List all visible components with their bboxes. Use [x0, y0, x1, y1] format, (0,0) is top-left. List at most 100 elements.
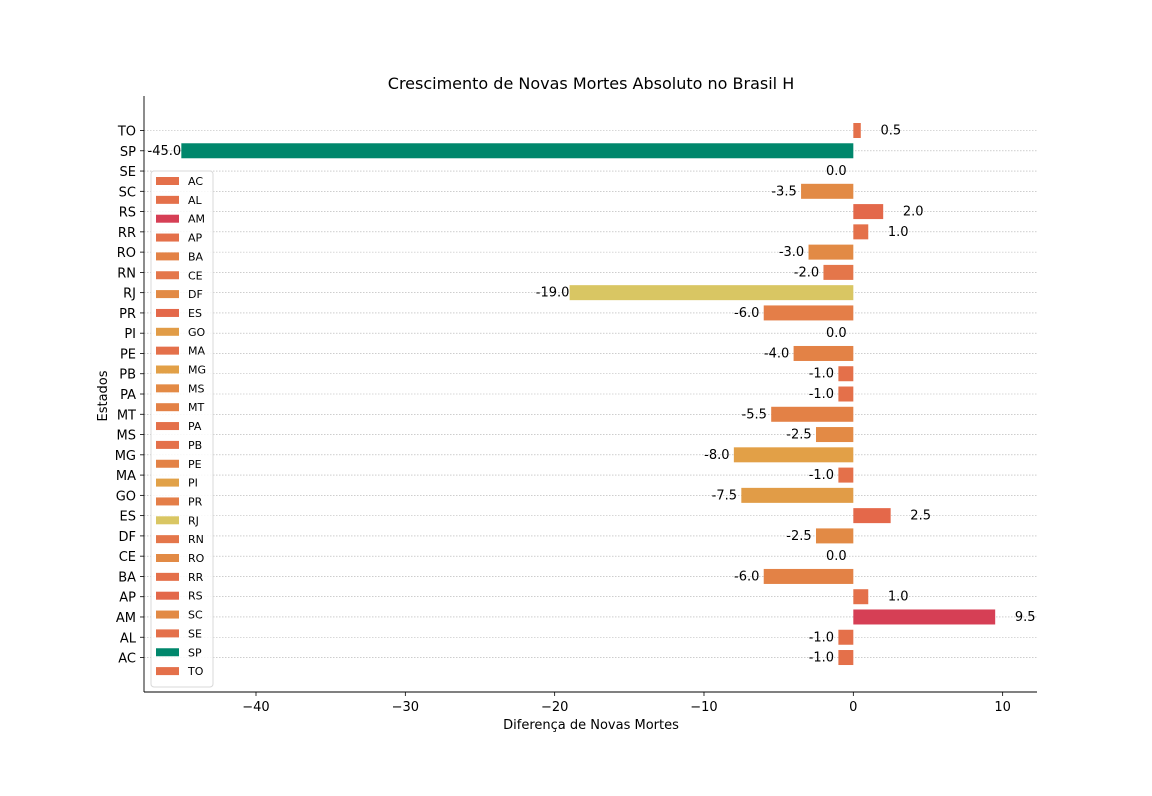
y-tick-label: PE	[120, 347, 136, 362]
legend-swatch	[156, 365, 179, 374]
legend-swatch	[156, 591, 179, 600]
data-label: -5.5	[742, 407, 767, 422]
legend-label: RJ	[188, 514, 199, 527]
y-tick-label: AP	[119, 591, 136, 606]
legend-swatch	[156, 403, 179, 412]
data-label: 0.5	[880, 124, 901, 139]
legend-swatch	[156, 440, 179, 449]
bar-pb	[838, 366, 854, 382]
y-tick-label: SC	[119, 185, 136, 200]
y-tick-label: PI	[124, 327, 136, 342]
legend-label: CE	[188, 269, 203, 282]
y-tick-label: AC	[118, 652, 136, 667]
y-tick-label: MG	[115, 449, 136, 464]
data-label: -4.0	[764, 346, 789, 361]
bar-rr	[853, 224, 869, 240]
grid-layer	[144, 130, 1037, 658]
bar-pe	[793, 345, 854, 361]
y-tick-label: CE	[119, 550, 136, 565]
bar-sp	[181, 143, 854, 159]
y-tick-label: PR	[119, 307, 136, 322]
data-label: -1.0	[809, 651, 834, 666]
x-axis-title: Diferença de Novas Mortes	[503, 718, 679, 733]
data-label: -6.0	[734, 306, 759, 321]
bar-pa	[838, 386, 854, 402]
legend-label: PB	[188, 439, 202, 452]
legend-swatch	[156, 648, 179, 657]
bars-layer	[181, 123, 996, 666]
data-label: -2.5	[786, 529, 811, 544]
legend-label: PE	[188, 458, 202, 471]
data-label: -3.5	[771, 184, 796, 199]
legend-label: PA	[188, 420, 202, 433]
legend-label: SE	[188, 627, 202, 640]
legend-label: GO	[188, 326, 206, 339]
data-label: -1.0	[809, 367, 834, 382]
legend-label: AM	[188, 213, 205, 226]
data-label: 1.0	[888, 590, 909, 605]
y-tick-label: MA	[116, 469, 136, 484]
legend-swatch	[156, 290, 179, 299]
bar-sc	[801, 183, 854, 199]
data-label: -2.5	[786, 428, 811, 443]
legend-swatch	[156, 177, 179, 185]
bar-ap	[853, 589, 869, 605]
legend-label: PI	[188, 477, 198, 490]
legend-label: RN	[188, 533, 204, 546]
ticks-layer: TO SP SE SC RS RR RO RN RJ PR PI PE PB PA MT MS MG MA GO ES…	[115, 125, 1011, 716]
bar-rn	[823, 264, 854, 280]
legend-label: MT	[188, 401, 204, 414]
bar-mt	[771, 406, 854, 422]
bar-ro	[808, 244, 854, 260]
bar-ms	[815, 427, 854, 443]
legend-swatch	[156, 327, 179, 336]
y-tick-label: RN	[117, 266, 136, 281]
legend-label: AL	[188, 194, 203, 207]
y-tick-label: BA	[118, 570, 136, 585]
bar-ma	[838, 467, 854, 483]
legend-label: SP	[188, 646, 202, 659]
legend-label: RO	[188, 552, 205, 565]
legend-swatch	[156, 346, 179, 355]
legend-label: SC	[188, 609, 203, 622]
data-label: 2.5	[910, 509, 931, 524]
y-tick-label: RJ	[123, 287, 136, 302]
legend-swatch	[156, 629, 179, 638]
data-label: 9.5	[1015, 610, 1036, 625]
legend-swatch	[156, 422, 179, 431]
y-tick-label: SP	[120, 145, 136, 160]
legend-swatch	[156, 459, 179, 468]
legend-label: MS	[188, 382, 204, 395]
data-label: 0.0	[826, 326, 847, 341]
y-tick-label: MT	[117, 408, 136, 423]
legend-swatch	[156, 384, 179, 393]
legend-swatch	[156, 572, 179, 581]
bar-ac	[838, 650, 854, 666]
bar-to	[853, 123, 861, 138]
legend-label: PR	[188, 495, 203, 508]
legend-swatch	[156, 252, 179, 261]
legend-swatch	[156, 195, 179, 204]
bar-es	[853, 508, 891, 524]
legend-label: RS	[188, 590, 203, 603]
legend-label: MG	[188, 364, 206, 377]
bar-am	[853, 609, 996, 625]
bar-go	[741, 487, 854, 503]
y-tick-label: DF	[119, 530, 137, 545]
y-tick-label: ES	[120, 510, 136, 525]
data-label: -7.5	[712, 488, 737, 503]
legend-swatch	[156, 233, 179, 242]
legend-swatch	[156, 610, 179, 619]
y-tick-label: PA	[120, 388, 136, 403]
x-tick-label: −30	[392, 700, 419, 715]
legend-label: AC	[188, 175, 203, 188]
legend-label: AP	[188, 232, 203, 245]
data-label: -2.0	[794, 265, 819, 280]
data-label: -6.0	[734, 569, 759, 584]
data-label: -1.0	[809, 387, 834, 402]
bar-ba	[763, 568, 854, 584]
x-tick-label: −40	[242, 700, 269, 715]
legend-label: ES	[188, 307, 202, 320]
